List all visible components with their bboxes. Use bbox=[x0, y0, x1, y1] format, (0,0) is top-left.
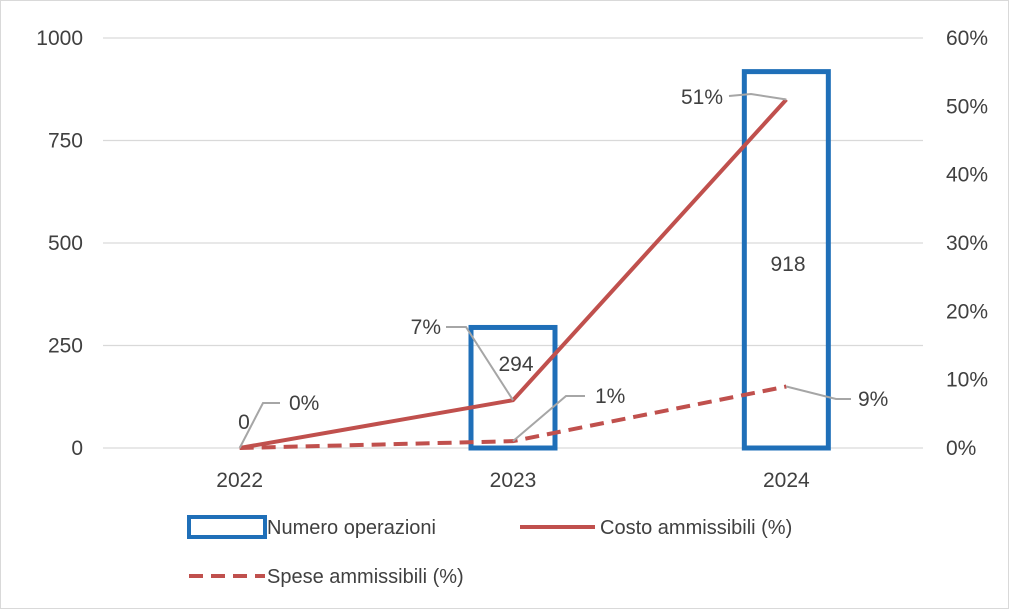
y-right-tick-label: 20% bbox=[946, 300, 988, 323]
y-left-tick-label: 1000 bbox=[36, 27, 83, 50]
spese-data-label: 9% bbox=[858, 388, 888, 411]
x-tick-label: 2023 bbox=[490, 469, 537, 492]
bar bbox=[468, 324, 558, 451]
y-left-tick-label: 500 bbox=[48, 232, 83, 255]
costo-data-label: 0% bbox=[289, 392, 319, 415]
y-right-tick-label: 40% bbox=[946, 164, 988, 187]
y-right-tick-label: 50% bbox=[946, 95, 988, 118]
y-left-tick-label: 250 bbox=[48, 335, 83, 358]
legend-label-numero-operazioni: Numero operazioni bbox=[267, 517, 436, 539]
spese-data-label: 1% bbox=[595, 385, 625, 408]
line-spese-ammissibili bbox=[239, 384, 787, 450]
legend: Numero operazioni Costo ammissibili (%) Sp… bbox=[187, 515, 792, 588]
x-tick-label: 2024 bbox=[763, 469, 810, 492]
bar-data-label: 0 bbox=[238, 411, 250, 434]
data-label-leader bbox=[238, 402, 280, 449]
legend-swatch-numero-operazioni bbox=[187, 515, 267, 539]
data-label-leader bbox=[446, 326, 514, 401]
y-left-tick-label: 750 bbox=[48, 130, 83, 153]
legend-label-spese-ammissibili: Spese ammissibili (%) bbox=[267, 566, 464, 588]
costo-data-label: 7% bbox=[411, 316, 441, 339]
bar bbox=[741, 69, 831, 451]
y-right-tick-label: 30% bbox=[946, 232, 988, 255]
data-label-leader bbox=[512, 395, 585, 442]
costo-data-label: 51% bbox=[681, 86, 723, 109]
y-right-tick-label: 10% bbox=[946, 369, 988, 392]
legend-label-costo-ammissibili: Costo ammissibili (%) bbox=[600, 517, 792, 539]
data-label-leader bbox=[728, 92, 787, 101]
line-costo-ammissibili bbox=[239, 98, 788, 450]
x-tick-label: 2022 bbox=[216, 469, 263, 492]
data-label-leader bbox=[786, 385, 851, 400]
y-left-tick-label: 0 bbox=[71, 437, 83, 460]
bar-data-label: 918 bbox=[770, 253, 805, 276]
bar-data-label: 294 bbox=[498, 353, 533, 376]
y-right-tick-label: 0% bbox=[946, 437, 976, 460]
y-right-tick-label: 60% bbox=[946, 27, 988, 50]
